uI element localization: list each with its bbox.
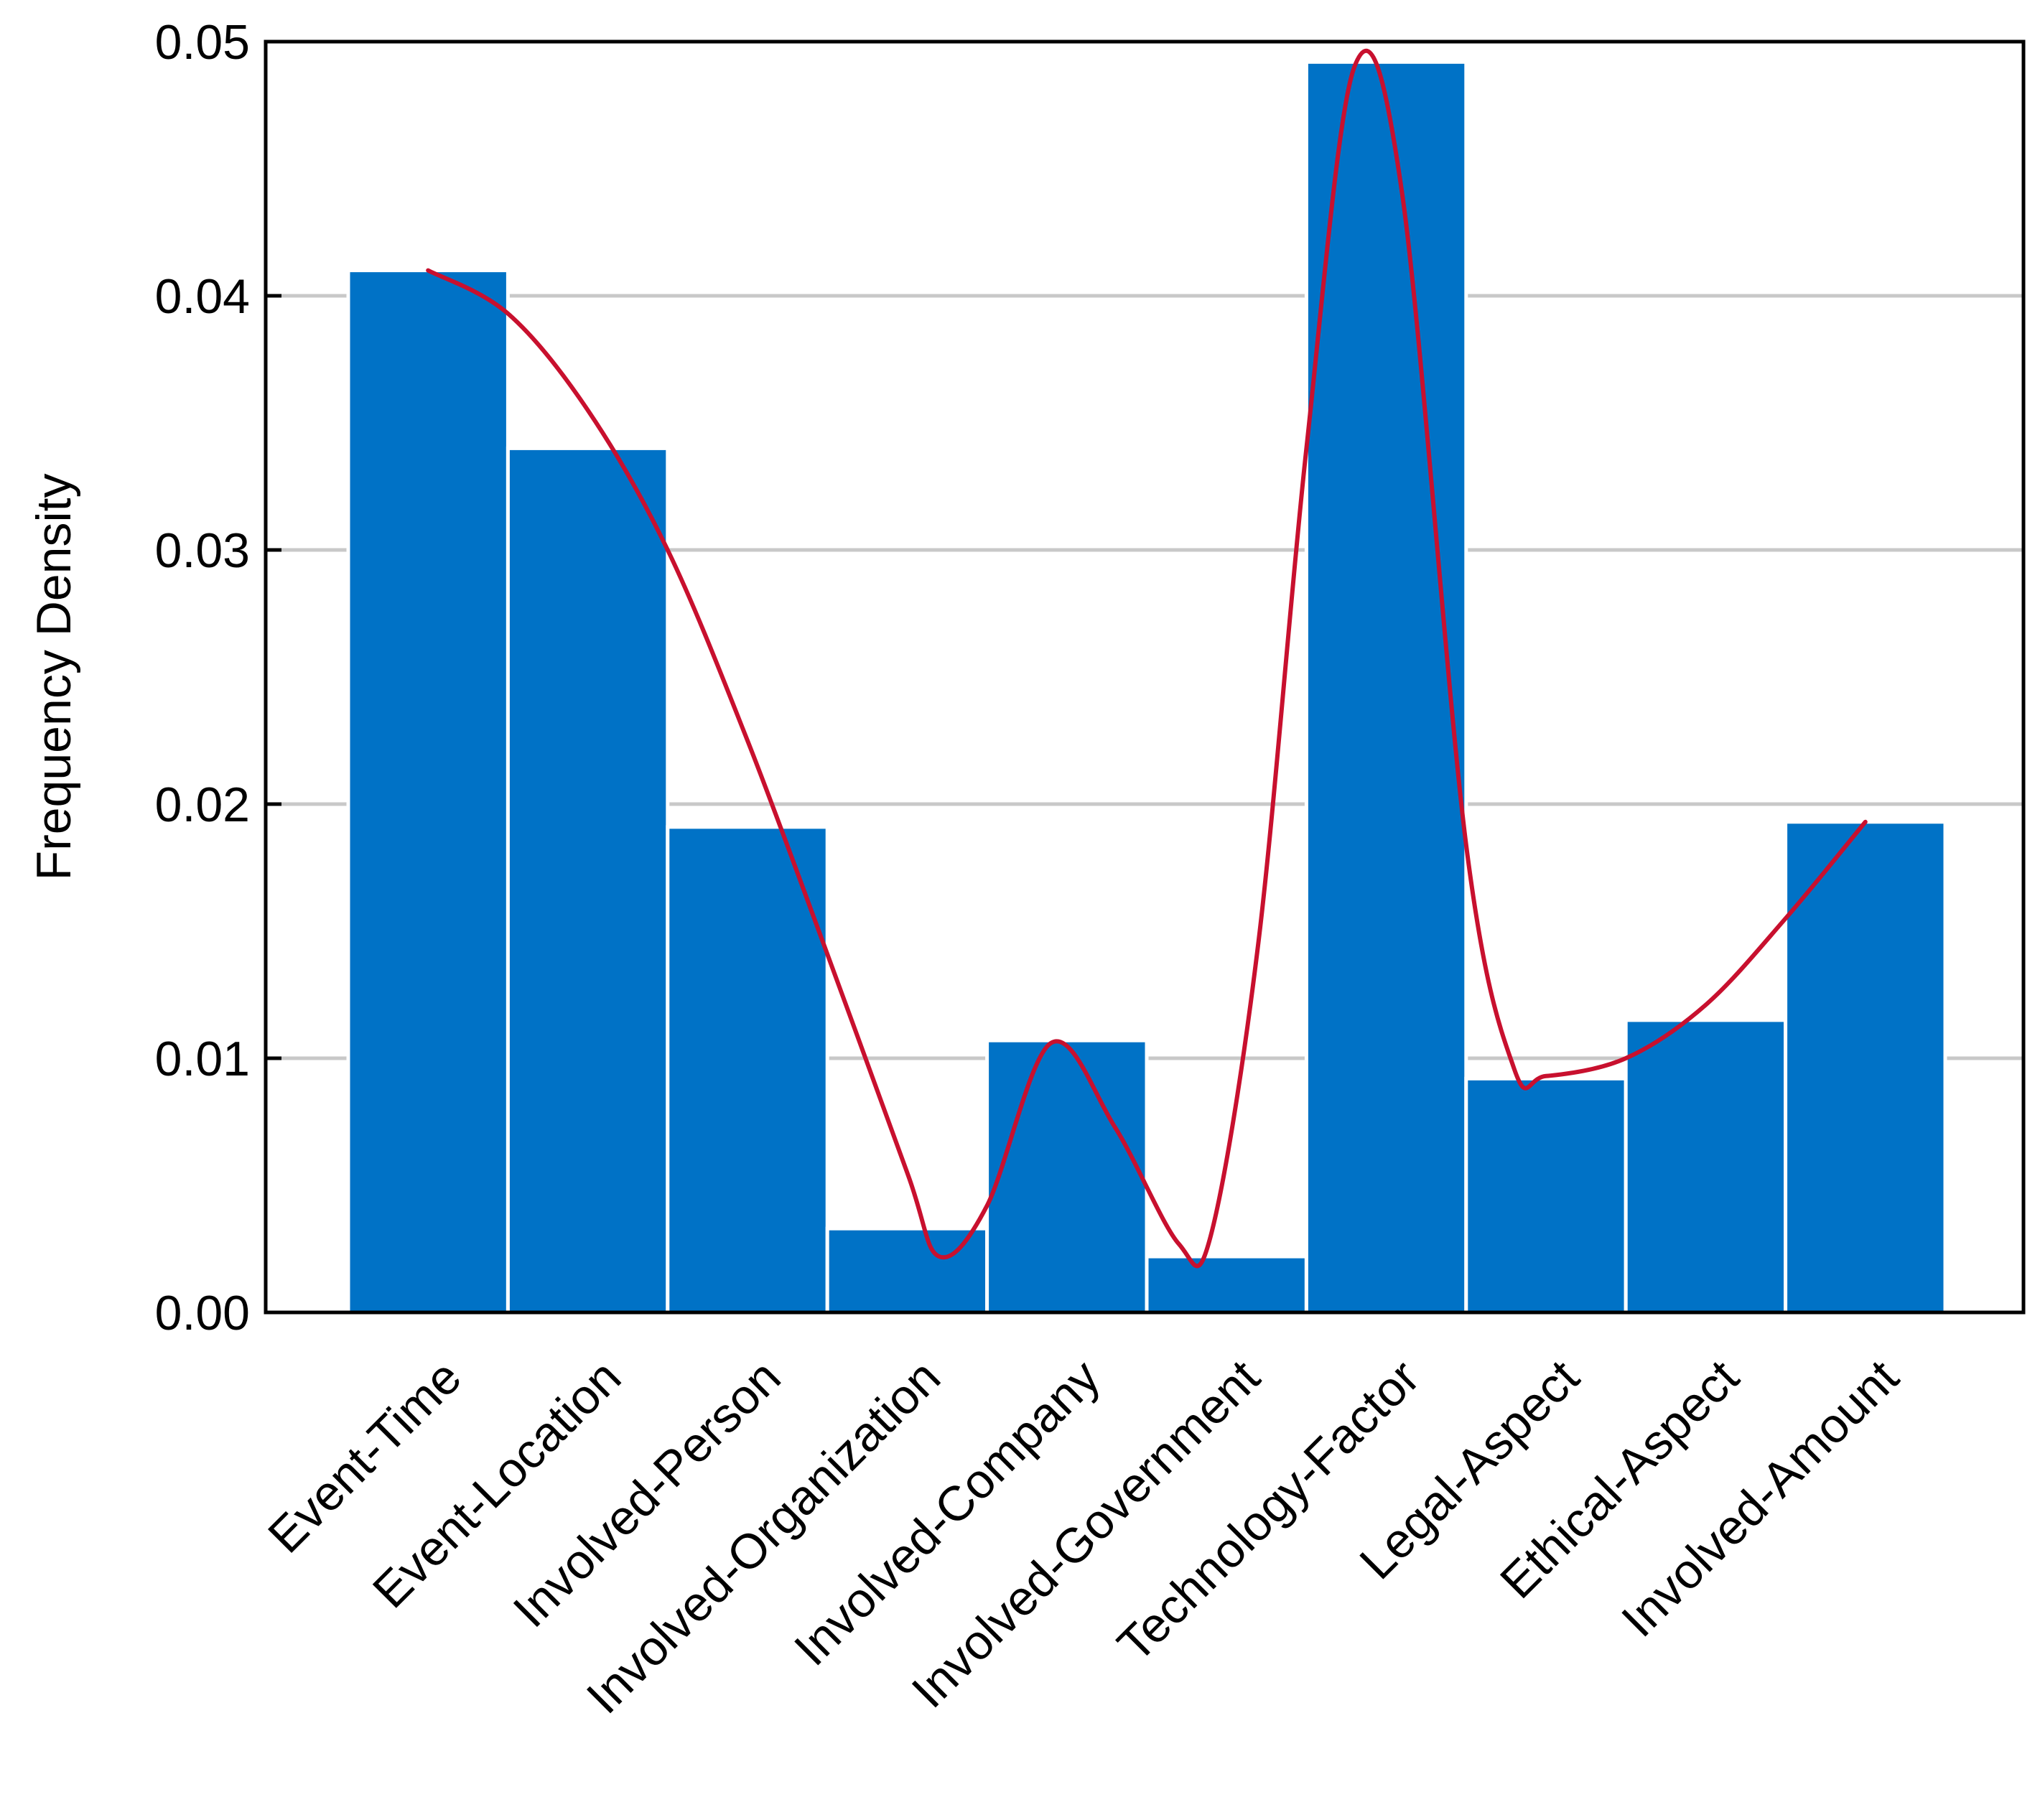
bar-involved-organization [825,1226,989,1315]
bar-involved-government [1145,1254,1308,1315]
y-tick-label: 0.01 [155,1032,250,1086]
y-tick-label: 0.00 [155,1286,250,1340]
plot-frame [264,39,2026,1315]
bar-layer [346,60,1947,1315]
x-category-label: Involved-Person [503,1350,791,1638]
y-axis-title: Frequency Density [27,474,81,881]
bar-event-time [346,269,510,1315]
density-curve [426,48,1868,1269]
bar-event-location [506,446,670,1315]
x-axis-category-labels: Event-TimeEvent-LocationInvolved-PersonI… [258,1350,1909,1725]
x-category-label: Technology-Factor [1107,1350,1430,1672]
bar-legal-aspect [1464,1076,1628,1315]
y-tick-label: 0.03 [155,523,250,578]
x-category-label: Involved-Amount [1611,1350,1909,1648]
bar-involved-amount [1784,820,1947,1315]
curve-layer [426,48,1868,1269]
y-tick-label: 0.05 [155,15,250,70]
bar-involved-company [985,1038,1149,1315]
y-tick-label: 0.02 [155,778,250,832]
bar-ethical-aspect [1624,1018,1788,1315]
x-category-label: Involved-Company [784,1350,1111,1676]
y-tick-label: 0.04 [155,269,250,324]
bar-technology-factor [1304,60,1468,1315]
bar-involved-person [666,825,829,1315]
y-axis-ticks: 0.00 0.01 0.02 0.03 0.04 0.05 [155,15,281,1340]
